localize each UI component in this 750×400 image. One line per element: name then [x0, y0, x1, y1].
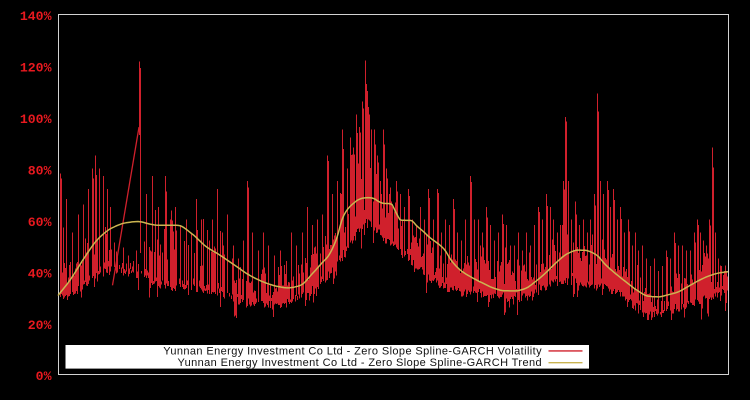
svg-text:60%: 60% — [28, 215, 52, 230]
svg-text:0%: 0% — [36, 369, 52, 384]
svg-text:20%: 20% — [28, 318, 52, 333]
svg-text:40%: 40% — [28, 266, 52, 281]
svg-text:Yunnan Energy Investment Co Lt: Yunnan Energy Investment Co Ltd - Zero S… — [163, 345, 542, 357]
svg-text:80%: 80% — [28, 164, 52, 179]
svg-text:100%: 100% — [20, 112, 52, 127]
svg-text:120%: 120% — [20, 61, 52, 76]
svg-text:140%: 140% — [20, 9, 52, 24]
svg-text:Yunnan Energy Investment Co Lt: Yunnan Energy Investment Co Ltd - Zero S… — [177, 357, 542, 369]
